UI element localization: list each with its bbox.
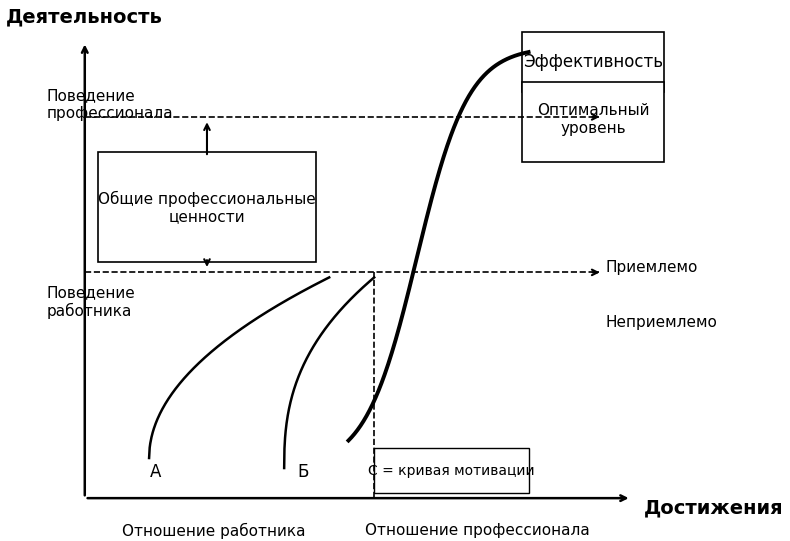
Text: Поведение
работника: Поведение работника bbox=[46, 286, 135, 319]
Text: Поведение
профессионала: Поведение профессионала bbox=[46, 88, 173, 121]
FancyBboxPatch shape bbox=[374, 448, 529, 493]
Text: Оптимальный
уровень: Оптимальный уровень bbox=[536, 103, 649, 136]
Text: Отношение работника: Отношение работника bbox=[122, 523, 305, 539]
Text: Эффективность: Эффективность bbox=[523, 52, 663, 71]
Text: Деятельность: Деятельность bbox=[6, 8, 164, 27]
Text: Отношение профессионала: Отношение профессионала bbox=[365, 523, 589, 538]
Text: С = кривая мотивации: С = кривая мотивации bbox=[368, 464, 535, 478]
FancyBboxPatch shape bbox=[522, 31, 664, 92]
Text: Б: Б bbox=[298, 463, 309, 480]
FancyBboxPatch shape bbox=[98, 152, 316, 262]
FancyBboxPatch shape bbox=[522, 82, 664, 162]
Text: Неприемлемо: Неприемлемо bbox=[606, 315, 717, 330]
Text: Достижения: Достижения bbox=[645, 499, 784, 518]
Text: Общие профессиональные
ценности: Общие профессиональные ценности bbox=[98, 190, 316, 224]
Text: А: А bbox=[150, 463, 161, 480]
Text: Приемлемо: Приемлемо bbox=[606, 260, 698, 275]
